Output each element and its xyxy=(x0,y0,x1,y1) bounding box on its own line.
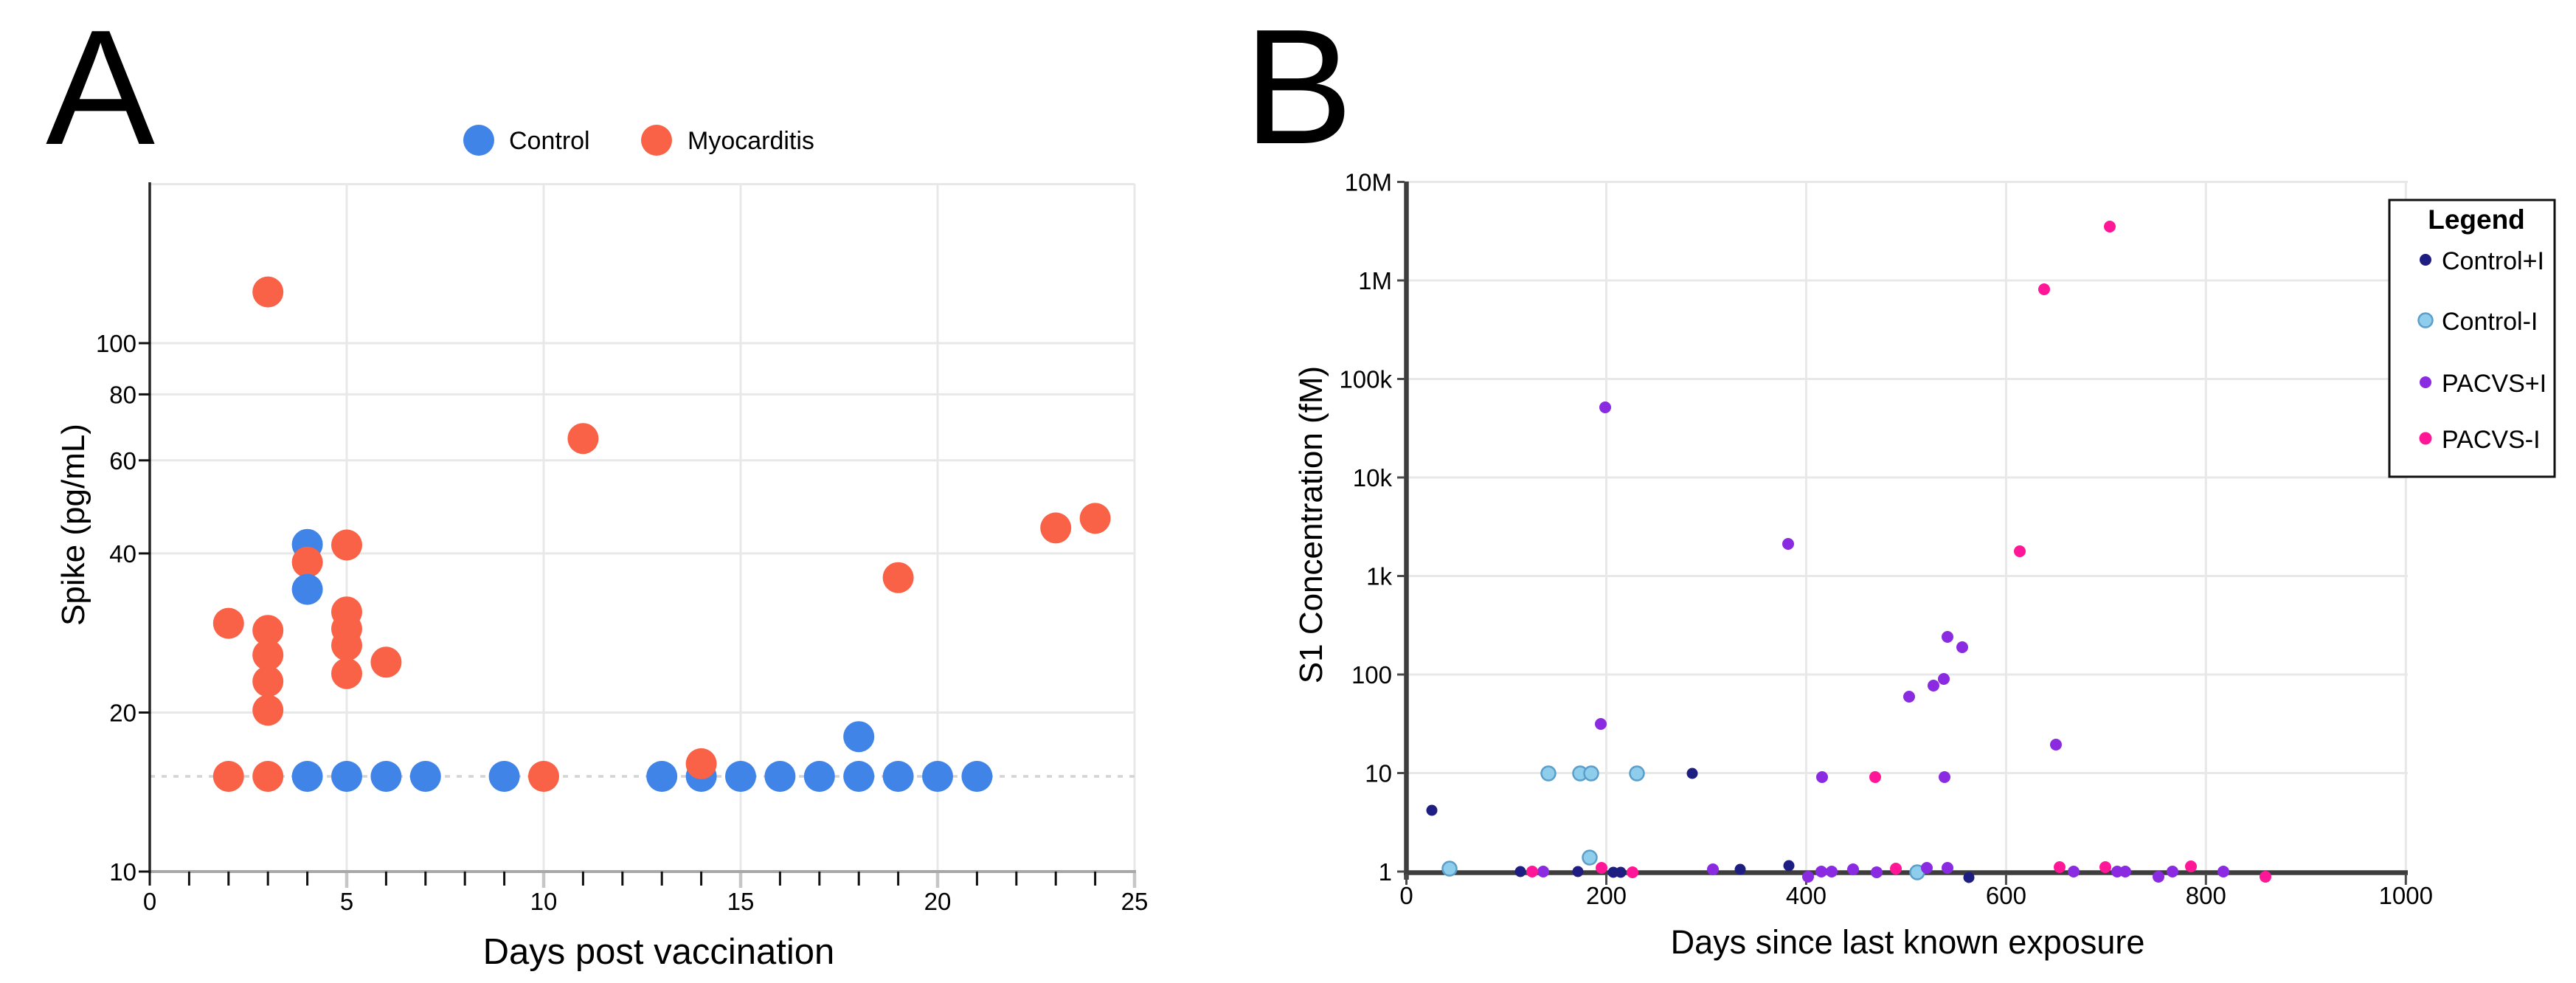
svg-text:100: 100 xyxy=(96,330,136,357)
svg-text:10M: 10M xyxy=(1345,169,1392,196)
svg-text:Legend: Legend xyxy=(2428,204,2525,235)
svg-text:Days since last known exposure: Days since last known exposure xyxy=(1671,923,2145,961)
svg-text:S1 Concentration (fM): S1 Concentration (fM) xyxy=(1293,366,1329,683)
svg-text:Control: Control xyxy=(509,127,590,155)
svg-text:10: 10 xyxy=(530,888,558,915)
svg-text:Days post vaccination: Days post vaccination xyxy=(483,932,835,972)
svg-text:Spike (pg/mL): Spike (pg/mL) xyxy=(55,424,91,626)
svg-text:200: 200 xyxy=(1586,882,1627,909)
svg-text:Control+I: Control+I xyxy=(2442,247,2544,275)
svg-text:B: B xyxy=(1244,0,1353,179)
svg-text:1k: 1k xyxy=(1366,563,1392,590)
svg-text:0: 0 xyxy=(1399,882,1413,909)
svg-text:1000: 1000 xyxy=(2379,882,2433,909)
svg-text:1M: 1M xyxy=(1358,267,1392,294)
svg-text:60: 60 xyxy=(109,447,136,475)
svg-text:0: 0 xyxy=(143,888,156,915)
svg-text:10k: 10k xyxy=(1353,464,1393,492)
svg-text:100: 100 xyxy=(1351,661,1392,689)
svg-text:40: 40 xyxy=(109,540,136,568)
svg-text:5: 5 xyxy=(340,888,353,915)
svg-text:20: 20 xyxy=(109,700,136,727)
svg-text:80: 80 xyxy=(109,381,136,408)
svg-text:Myocarditis: Myocarditis xyxy=(688,127,814,155)
svg-text:Control-I: Control-I xyxy=(2442,308,2538,336)
svg-text:600: 600 xyxy=(1986,882,2026,909)
svg-text:400: 400 xyxy=(1786,882,1827,909)
svg-text:100k: 100k xyxy=(1339,366,1392,393)
svg-text:A: A xyxy=(46,0,155,179)
svg-text:PACVS+I: PACVS+I xyxy=(2442,370,2546,398)
svg-text:PACVS-I: PACVS-I xyxy=(2442,426,2541,454)
svg-text:10: 10 xyxy=(1365,760,1392,787)
svg-text:20: 20 xyxy=(924,888,952,915)
svg-text:800: 800 xyxy=(2186,882,2226,909)
svg-text:10: 10 xyxy=(109,858,136,886)
svg-text:25: 25 xyxy=(1121,888,1149,915)
svg-text:1: 1 xyxy=(1379,858,1392,886)
svg-text:15: 15 xyxy=(727,888,755,915)
